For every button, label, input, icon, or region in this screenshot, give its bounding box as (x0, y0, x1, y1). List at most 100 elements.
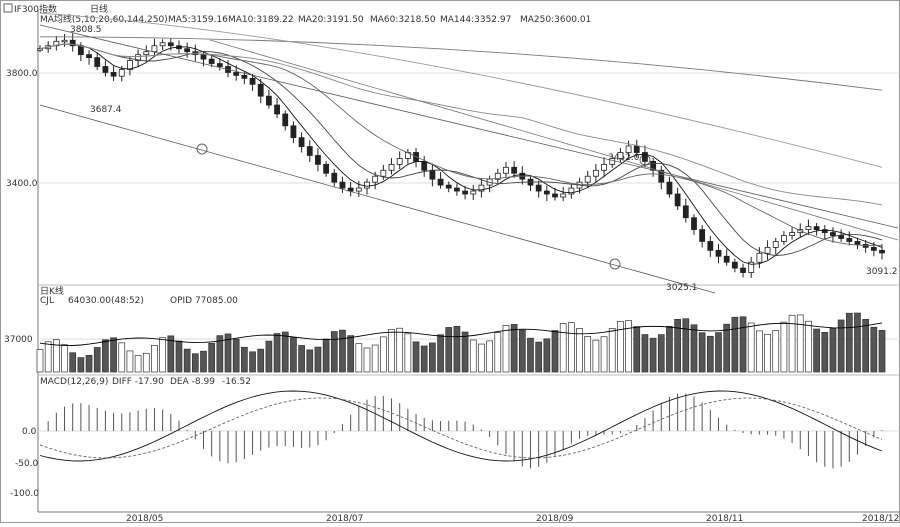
candle-body (699, 229, 706, 242)
candle-body (61, 39, 68, 43)
candle-body (306, 146, 313, 156)
volume-bar (322, 338, 330, 373)
volume-panel (36, 312, 886, 373)
volume-bar (183, 348, 191, 373)
volume-bar (69, 352, 77, 373)
menu-square-icon[interactable] (3, 3, 13, 13)
volume-bar (306, 349, 314, 373)
volume-bar (862, 319, 870, 373)
volume-bar (641, 334, 649, 373)
candle-body (511, 166, 518, 174)
volume-bar (584, 336, 592, 373)
volume-bar (518, 329, 526, 373)
volume-bar (674, 318, 681, 373)
x-tick-4: 2018/11 (706, 514, 743, 523)
macd-y-100: -100.0 (10, 489, 39, 499)
volume-bar (747, 322, 755, 373)
volume-bar (756, 330, 763, 373)
candle-body (494, 172, 501, 180)
trend-lines (39, 24, 899, 294)
candle-body (625, 145, 632, 153)
candle-body (233, 72, 240, 76)
volume-bar (159, 337, 166, 373)
candle-body (535, 184, 542, 192)
volume-bar (510, 324, 518, 373)
volume-bar (290, 337, 297, 373)
code-label: IF300指数 (14, 3, 57, 15)
volume-bar (93, 347, 101, 373)
x-tick-2: 2018/07 (326, 514, 363, 523)
annotation-high-1: 3808.5 (70, 25, 102, 35)
candle-body (290, 125, 297, 139)
candle-body (135, 54, 141, 61)
volume-bar (232, 338, 240, 373)
ma144-label: MA144:3352.97 (440, 15, 511, 25)
volume-bar (347, 335, 354, 373)
volume-bar (502, 325, 510, 373)
volume-bar (420, 345, 428, 373)
y-tick-3800: 3800.0 (6, 69, 38, 79)
volume-bar (371, 344, 379, 373)
volume-value: 64030.00(48:52) (68, 296, 144, 306)
volume-bar (191, 353, 199, 373)
candle-body (805, 226, 812, 230)
candle-body (658, 169, 665, 183)
volume-bar (821, 332, 829, 373)
candle-body (437, 178, 444, 186)
volume-bar (854, 312, 861, 373)
volume-bar (339, 329, 346, 373)
candle-body (241, 75, 248, 79)
candle-body (110, 72, 117, 77)
volume-bar (77, 357, 85, 373)
volume-bar (633, 326, 641, 373)
ma60-line (39, 43, 883, 206)
volume-label: CJL (40, 296, 54, 306)
volume-bar (461, 331, 469, 373)
ma10-label: MA10:3189.22 (228, 15, 294, 25)
candle-body (462, 190, 468, 195)
trend-middle (209, 39, 899, 241)
ma60-label: MA60:3218.50 (370, 15, 436, 25)
volume-bar (36, 349, 44, 373)
candle-body (731, 261, 738, 269)
volume-bar (314, 346, 322, 373)
annotation-low-1: 3687.4 (90, 105, 122, 115)
candle-body (77, 45, 84, 56)
volume-bar (527, 337, 534, 373)
volume-bar (216, 335, 224, 373)
annotation-high-2: 3452.0 (608, 153, 640, 163)
volume-bar (780, 321, 788, 373)
oi-value: OPID 77085.00 (170, 296, 238, 306)
volume-bar (363, 347, 371, 373)
candle-body (552, 193, 558, 198)
volume-bar (396, 327, 404, 373)
candle-body (396, 158, 403, 165)
candle-body (102, 66, 109, 73)
volume-bar (878, 330, 886, 373)
volume-y-tick: 37000 (4, 335, 33, 345)
candle-body (454, 187, 460, 192)
volume-bar (355, 343, 363, 373)
volume-bar (118, 342, 126, 373)
volume-bar (486, 340, 493, 373)
volume-bar (715, 332, 722, 373)
ma20-label: MA20:3191.50 (298, 15, 364, 25)
volume-bar (608, 328, 616, 373)
candle-body (69, 39, 76, 47)
candle-body (592, 169, 599, 177)
candle-body (167, 42, 174, 47)
candle-body (216, 63, 223, 67)
volume-bar (788, 314, 796, 373)
volume-bar (208, 342, 216, 373)
candle-body (609, 158, 616, 165)
candle-body (813, 226, 820, 230)
candle-body (388, 163, 395, 171)
period-label: 日线 (90, 3, 108, 15)
volume-bar (592, 339, 600, 373)
volume-bar (837, 319, 845, 373)
volume-bar (167, 335, 175, 373)
candle-body (159, 42, 166, 47)
macd-header: MACD(12,26,9) (40, 377, 108, 387)
volume-bar (151, 345, 158, 373)
